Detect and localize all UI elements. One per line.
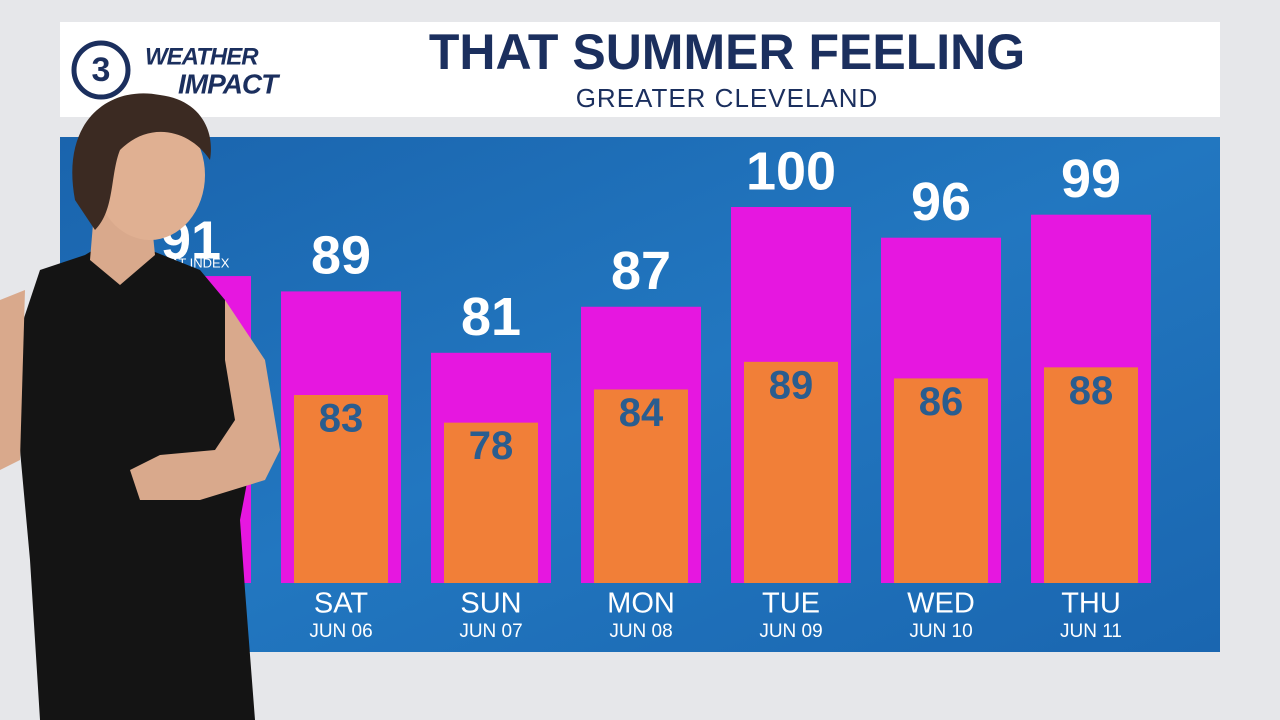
- presenter: [0, 93, 280, 720]
- date-label: JUN 08: [609, 621, 672, 642]
- chart-subtitle: GREATER CLEVELAND: [576, 83, 879, 113]
- x-tick-label: WED: [907, 588, 975, 620]
- value-label: 84: [619, 391, 664, 435]
- x-tick-label: MON: [607, 588, 675, 620]
- bar: [444, 422, 538, 583]
- x-tick-label: SAT: [314, 588, 369, 620]
- value-label: 96: [911, 172, 971, 232]
- logo-circle: [71, 40, 131, 100]
- arm: [130, 300, 280, 500]
- value-label: 89: [769, 363, 814, 407]
- x-tick-label: SUN: [460, 588, 521, 620]
- date-label: JUN 07: [459, 621, 522, 642]
- bar: [894, 378, 988, 583]
- value-label: 87: [611, 241, 671, 301]
- value-label: 86: [919, 380, 964, 424]
- value-label: 81: [461, 287, 521, 347]
- value-label: 88: [1069, 369, 1114, 413]
- value-label: 99: [1061, 149, 1121, 209]
- bar: [594, 389, 688, 583]
- date-label: JUN 11: [1060, 621, 1122, 642]
- bar: [744, 361, 838, 583]
- date-label: JUN 10: [909, 621, 972, 642]
- logo-channel: 3: [92, 51, 111, 89]
- date-label: JUN 09: [759, 621, 822, 642]
- x-tick-label: THU: [1061, 588, 1121, 620]
- value-label: 100: [746, 141, 836, 201]
- arm: [0, 290, 25, 470]
- bar: [294, 395, 388, 583]
- logo-line2: IMPACT: [178, 68, 281, 99]
- header-panel: [60, 22, 1220, 117]
- value-label: 78: [469, 424, 514, 468]
- x-tick-label: TUE: [762, 588, 820, 620]
- logo-line1: WEATHER: [145, 43, 259, 70]
- date-label: JUN 06: [309, 621, 372, 642]
- value-label: 83: [319, 397, 364, 441]
- value-label: 89: [311, 226, 371, 286]
- bar: [1044, 367, 1138, 583]
- hair: [72, 93, 211, 230]
- chart-title: THAT SUMMER FEELING: [429, 24, 1025, 80]
